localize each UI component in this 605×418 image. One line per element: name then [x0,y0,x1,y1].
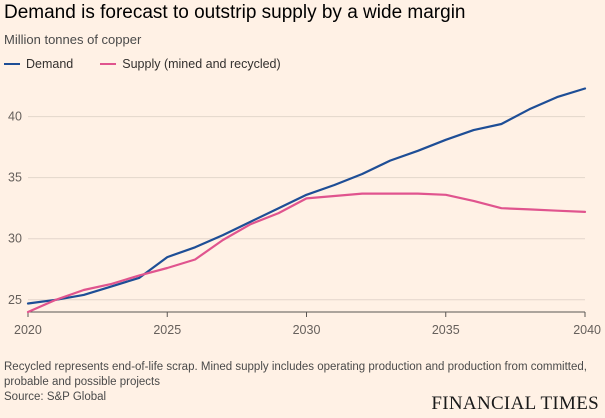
financial-times-logo: FINANCIAL TIMES [431,393,599,414]
y-tick-label: 35 [8,171,22,185]
legend-swatch-supply [100,63,117,65]
y-axis-ticks: 25 30 35 40 [8,110,22,307]
chart-source: Source: S&P Global [4,391,107,403]
legend-swatch-demand [4,63,20,65]
line-chart: 25 30 35 40 2020 2025 2030 2035 2040 [8,87,601,337]
x-tick-label: 2040 [573,323,601,337]
x-tick-label: 2035 [432,323,460,337]
chart-footnote: Recycled represents end-of-life scrap. M… [4,361,587,388]
chart-subtitle: Million tonnes of copper [4,32,142,47]
x-tick-label: 2025 [153,323,181,337]
chart-title: Demand is forecast to outstrip supply by… [4,2,466,23]
y-tick-label: 40 [8,110,22,124]
y-tick-label: 25 [8,293,22,307]
chart-series [26,87,587,314]
x-tick-label: 2020 [14,323,42,337]
legend: Demand Supply (mined and recycled) [4,57,308,71]
legend-item-supply: Supply (mined and recycled) [100,57,281,71]
x-tick-label: 2030 [293,323,321,337]
chart-gridlines [28,116,585,301]
series-line-supply [26,192,587,314]
x-axis: 2020 2025 2030 2035 2040 [14,311,601,337]
y-tick-label: 30 [8,232,22,246]
series-line-demand [26,87,587,305]
legend-item-demand: Demand [4,57,73,71]
legend-label-demand: Demand [26,57,74,71]
legend-label-supply: Supply (mined and recycled) [122,57,281,71]
